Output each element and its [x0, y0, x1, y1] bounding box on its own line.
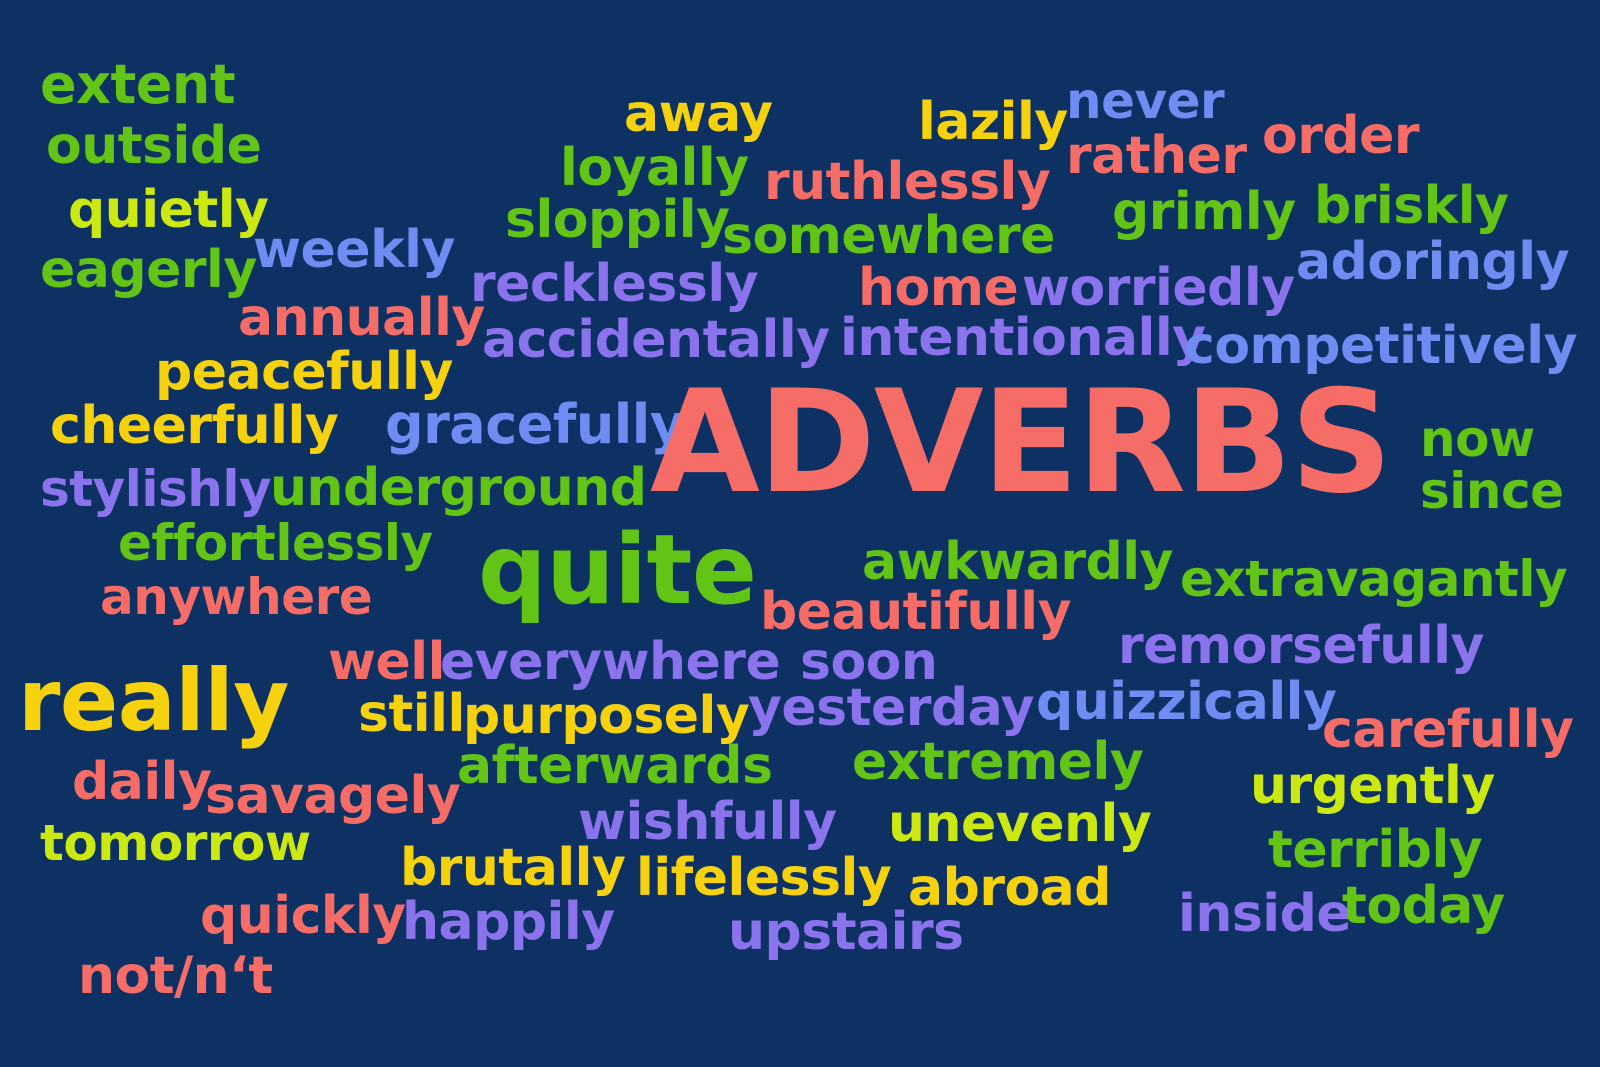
word-unevenly: unevenly	[888, 794, 1152, 854]
word-lazily: lazily	[918, 92, 1068, 152]
word-sloppily: sloppily	[505, 190, 730, 250]
word-quite: quite	[478, 514, 757, 626]
word-lifelessly: lifelessly	[636, 848, 892, 908]
word-anywhere: anywhere	[100, 568, 373, 626]
word-afterwards: afterwards	[457, 736, 773, 796]
word-extent: extent	[40, 53, 236, 116]
word-happily: happily	[402, 892, 615, 952]
word-stylishly: stylishly	[40, 460, 272, 518]
word-eagerly: eagerly	[40, 240, 257, 300]
word-accidentally: accidentally	[482, 310, 830, 370]
word-really: really	[18, 651, 289, 751]
word-not-nt: not/n‘t	[78, 946, 273, 1006]
word-brutally: brutally	[400, 838, 626, 898]
word-since: since	[1420, 462, 1564, 520]
word-recklessly: recklessly	[470, 254, 759, 314]
word-awkwardly: awkwardly	[862, 532, 1173, 592]
word-still: still	[358, 684, 465, 744]
word-upstairs: upstairs	[728, 902, 964, 962]
word-outside: outside	[46, 116, 262, 176]
word-quietly: quietly	[68, 180, 269, 240]
word-quickly: quickly	[200, 886, 406, 946]
word-carefully: carefully	[1322, 700, 1574, 760]
word-effortlessly: effortlessly	[118, 514, 433, 572]
word-savagely: savagely	[205, 766, 461, 826]
word-competitively: competitively	[1184, 316, 1577, 376]
word-beautifully: beautifully	[760, 582, 1071, 642]
word-gracefully: gracefully	[385, 393, 685, 456]
word-today: today	[1342, 876, 1505, 936]
word-well: well	[328, 632, 445, 692]
word-rather: rather	[1066, 126, 1247, 186]
word-daily: daily	[72, 752, 212, 812]
word-tomorrow: tomorrow	[40, 814, 311, 872]
word-loyally: loyally	[560, 138, 749, 198]
word-everywhere: everywhere	[440, 632, 781, 692]
word-extravagantly: extravagantly	[1180, 550, 1568, 608]
word-weekly: weekly	[253, 220, 455, 280]
word-now: now	[1420, 410, 1535, 468]
word-inside: inside	[1178, 884, 1352, 944]
word-intentionally: intentionally	[840, 308, 1206, 368]
title-adverbs: ADVERBS	[650, 360, 1393, 525]
word-quizzically: quizzically	[1036, 672, 1337, 732]
word-yesterday: yesterday	[748, 678, 1035, 738]
word-underground: underground	[270, 458, 647, 518]
word-annually: annually	[238, 288, 485, 348]
word-peacefully: peacefully	[155, 342, 453, 402]
word-ruthlessly: ruthlessly	[764, 152, 1051, 212]
word-grimly: grimly	[1112, 182, 1296, 242]
word-home: home	[858, 258, 1019, 318]
word-extremely: extremely	[852, 732, 1144, 792]
word-order: order	[1262, 106, 1420, 166]
word-briskly: briskly	[1314, 176, 1509, 236]
word-remorsefully: remorsefully	[1118, 616, 1484, 676]
word-away: away	[624, 84, 773, 144]
word-worriedly: worriedly	[1022, 258, 1295, 318]
word-wishfully: wishfully	[578, 792, 837, 852]
word-somewhere: somewhere	[722, 206, 1055, 266]
word-soon: soon	[800, 632, 938, 692]
word-terribly: terribly	[1268, 820, 1483, 880]
word-abroad: abroad	[908, 858, 1112, 918]
word-adoringly: adoringly	[1296, 232, 1569, 292]
word-purposely: purposely	[463, 686, 750, 746]
word-urgently: urgently	[1250, 756, 1495, 816]
word-never: never	[1066, 72, 1225, 130]
word-cheerfully: cheerfully	[50, 396, 339, 456]
